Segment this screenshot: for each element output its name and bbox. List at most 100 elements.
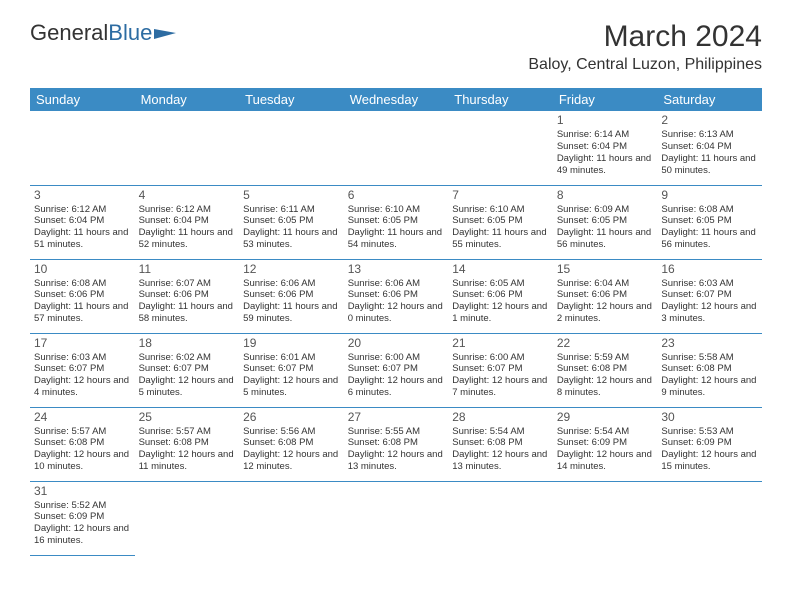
day-number: 14 — [452, 262, 549, 277]
logo-text-1: General — [30, 20, 108, 46]
daylight-text: Daylight: 12 hours and 4 minutes. — [34, 375, 131, 399]
sunrise-text: Sunrise: 6:08 AM — [34, 278, 131, 290]
sunrise-text: Sunrise: 5:57 AM — [139, 426, 236, 438]
sunrise-text: Sunrise: 6:13 AM — [661, 129, 758, 141]
sunset-text: Sunset: 6:07 PM — [452, 363, 549, 375]
calendar-cell: 27Sunrise: 5:55 AMSunset: 6:08 PMDayligh… — [344, 407, 449, 481]
day-number: 23 — [661, 336, 758, 351]
calendar-cell: 22Sunrise: 5:59 AMSunset: 6:08 PMDayligh… — [553, 333, 658, 407]
sunrise-text: Sunrise: 6:00 AM — [348, 352, 445, 364]
day-number: 18 — [139, 336, 236, 351]
sunset-text: Sunset: 6:04 PM — [661, 141, 758, 153]
sunset-text: Sunset: 6:07 PM — [661, 289, 758, 301]
day-number: 5 — [243, 188, 340, 203]
sunset-text: Sunset: 6:06 PM — [557, 289, 654, 301]
calendar-cell — [448, 481, 553, 555]
sunrise-text: Sunrise: 5:54 AM — [452, 426, 549, 438]
sunset-text: Sunset: 6:08 PM — [661, 363, 758, 375]
sunset-text: Sunset: 6:05 PM — [243, 215, 340, 227]
weekday-header: Monday — [135, 88, 240, 111]
calendar-cell: 19Sunrise: 6:01 AMSunset: 6:07 PMDayligh… — [239, 333, 344, 407]
calendar-cell: 15Sunrise: 6:04 AMSunset: 6:06 PMDayligh… — [553, 259, 658, 333]
calendar-cell — [135, 481, 240, 555]
sunset-text: Sunset: 6:07 PM — [34, 363, 131, 375]
calendar-cell — [657, 481, 762, 555]
sunset-text: Sunset: 6:05 PM — [661, 215, 758, 227]
sunrise-text: Sunrise: 5:52 AM — [34, 500, 131, 512]
daylight-text: Daylight: 12 hours and 5 minutes. — [243, 375, 340, 399]
sunset-text: Sunset: 6:08 PM — [557, 363, 654, 375]
sunset-text: Sunset: 6:04 PM — [557, 141, 654, 153]
sunrise-text: Sunrise: 6:03 AM — [661, 278, 758, 290]
day-number: 21 — [452, 336, 549, 351]
month-title: March 2024 — [528, 20, 762, 54]
calendar-cell: 16Sunrise: 6:03 AMSunset: 6:07 PMDayligh… — [657, 259, 762, 333]
logo: GeneralBlue — [30, 20, 176, 46]
calendar-cell: 9Sunrise: 6:08 AMSunset: 6:05 PMDaylight… — [657, 185, 762, 259]
calendar-cell: 2Sunrise: 6:13 AMSunset: 6:04 PMDaylight… — [657, 111, 762, 185]
daylight-text: Daylight: 12 hours and 9 minutes. — [661, 375, 758, 399]
sunrise-text: Sunrise: 5:54 AM — [557, 426, 654, 438]
calendar-cell — [344, 481, 449, 555]
sunset-text: Sunset: 6:06 PM — [452, 289, 549, 301]
sunrise-text: Sunrise: 6:04 AM — [557, 278, 654, 290]
sunset-text: Sunset: 6:07 PM — [139, 363, 236, 375]
day-number: 3 — [34, 188, 131, 203]
sunset-text: Sunset: 6:04 PM — [139, 215, 236, 227]
sunrise-text: Sunrise: 6:02 AM — [139, 352, 236, 364]
daylight-text: Daylight: 12 hours and 13 minutes. — [452, 449, 549, 473]
daylight-text: Daylight: 11 hours and 50 minutes. — [661, 153, 758, 177]
daylight-text: Daylight: 12 hours and 5 minutes. — [139, 375, 236, 399]
daylight-text: Daylight: 11 hours and 54 minutes. — [348, 227, 445, 251]
sunrise-text: Sunrise: 6:05 AM — [452, 278, 549, 290]
daylight-text: Daylight: 12 hours and 6 minutes. — [348, 375, 445, 399]
calendar-cell: 31Sunrise: 5:52 AMSunset: 6:09 PMDayligh… — [30, 481, 135, 555]
sunrise-text: Sunrise: 5:57 AM — [34, 426, 131, 438]
day-number: 10 — [34, 262, 131, 277]
daylight-text: Daylight: 12 hours and 0 minutes. — [348, 301, 445, 325]
daylight-text: Daylight: 12 hours and 14 minutes. — [557, 449, 654, 473]
day-number: 2 — [661, 113, 758, 128]
sunrise-text: Sunrise: 6:00 AM — [452, 352, 549, 364]
calendar-cell: 3Sunrise: 6:12 AMSunset: 6:04 PMDaylight… — [30, 185, 135, 259]
daylight-text: Daylight: 12 hours and 10 minutes. — [34, 449, 131, 473]
sunset-text: Sunset: 6:08 PM — [34, 437, 131, 449]
day-number: 29 — [557, 410, 654, 425]
sunset-text: Sunset: 6:08 PM — [348, 437, 445, 449]
daylight-text: Daylight: 11 hours and 56 minutes. — [661, 227, 758, 251]
day-number: 11 — [139, 262, 236, 277]
daylight-text: Daylight: 12 hours and 16 minutes. — [34, 523, 131, 547]
sunrise-text: Sunrise: 6:11 AM — [243, 204, 340, 216]
header: GeneralBlue March 2024 Baloy, Central Lu… — [0, 0, 792, 82]
sunset-text: Sunset: 6:04 PM — [34, 215, 131, 227]
calendar-cell: 23Sunrise: 5:58 AMSunset: 6:08 PMDayligh… — [657, 333, 762, 407]
sunset-text: Sunset: 6:05 PM — [452, 215, 549, 227]
sunrise-text: Sunrise: 6:14 AM — [557, 129, 654, 141]
sunrise-text: Sunrise: 6:06 AM — [243, 278, 340, 290]
daylight-text: Daylight: 12 hours and 7 minutes. — [452, 375, 549, 399]
sunset-text: Sunset: 6:06 PM — [34, 289, 131, 301]
sunrise-text: Sunrise: 6:10 AM — [452, 204, 549, 216]
calendar-cell: 14Sunrise: 6:05 AMSunset: 6:06 PMDayligh… — [448, 259, 553, 333]
day-number: 26 — [243, 410, 340, 425]
sunrise-text: Sunrise: 5:59 AM — [557, 352, 654, 364]
calendar-cell: 21Sunrise: 6:00 AMSunset: 6:07 PMDayligh… — [448, 333, 553, 407]
sunrise-text: Sunrise: 6:01 AM — [243, 352, 340, 364]
sunrise-text: Sunrise: 5:53 AM — [661, 426, 758, 438]
sunrise-text: Sunrise: 6:07 AM — [139, 278, 236, 290]
day-number: 19 — [243, 336, 340, 351]
calendar-cell: 24Sunrise: 5:57 AMSunset: 6:08 PMDayligh… — [30, 407, 135, 481]
day-number: 9 — [661, 188, 758, 203]
calendar-table: SundayMondayTuesdayWednesdayThursdayFrid… — [30, 88, 762, 556]
sunset-text: Sunset: 6:07 PM — [348, 363, 445, 375]
day-number: 27 — [348, 410, 445, 425]
sunset-text: Sunset: 6:09 PM — [34, 511, 131, 523]
daylight-text: Daylight: 12 hours and 8 minutes. — [557, 375, 654, 399]
sunset-text: Sunset: 6:09 PM — [557, 437, 654, 449]
calendar-cell: 6Sunrise: 6:10 AMSunset: 6:05 PMDaylight… — [344, 185, 449, 259]
calendar-cell: 1Sunrise: 6:14 AMSunset: 6:04 PMDaylight… — [553, 111, 658, 185]
weekday-header: Tuesday — [239, 88, 344, 111]
day-number: 1 — [557, 113, 654, 128]
sunset-text: Sunset: 6:05 PM — [348, 215, 445, 227]
calendar-cell: 28Sunrise: 5:54 AMSunset: 6:08 PMDayligh… — [448, 407, 553, 481]
